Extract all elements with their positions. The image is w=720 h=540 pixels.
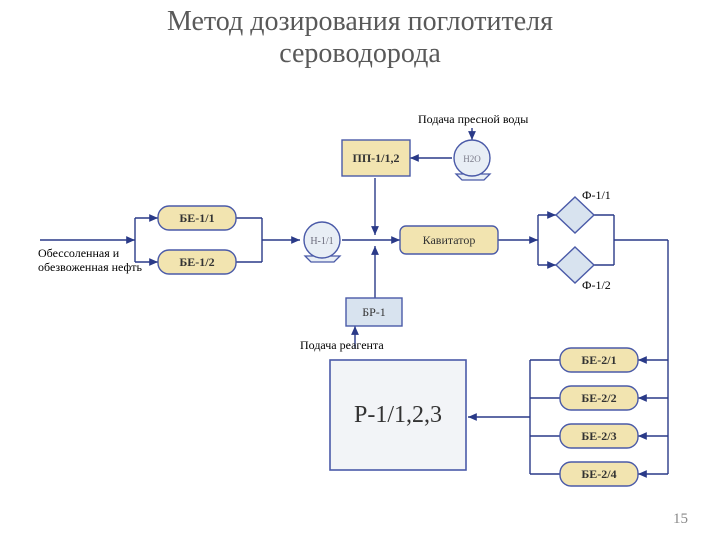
node-be22: БЕ-2/2 — [560, 386, 638, 410]
svg-text:БЕ-1/1: БЕ-1/1 — [179, 211, 214, 225]
node-be23: БЕ-2/3 — [560, 424, 638, 448]
label-feed-oil-2: обезвоженная нефть — [38, 260, 142, 275]
label-f12: Ф-1/2 — [582, 278, 611, 293]
label-feed-oil-1: Обессоленная и — [38, 246, 119, 261]
node-be21: БЕ-2/1 — [560, 348, 638, 372]
node-pump-n11: Н-1/1 — [304, 222, 340, 262]
svg-text:Р-1/1,2,3: Р-1/1,2,3 — [354, 402, 442, 428]
page-number: 15 — [673, 511, 688, 528]
node-be24: БЕ-2/4 — [560, 462, 638, 486]
svg-text:ПП-1/1,2: ПП-1/1,2 — [353, 151, 400, 165]
svg-text:БЕ-2/2: БЕ-2/2 — [581, 391, 616, 405]
node-pp: ПП-1/1,2 — [342, 140, 410, 176]
svg-text:БЕ-2/1: БЕ-2/1 — [581, 353, 616, 367]
node-be11: БЕ-1/1 — [158, 206, 236, 230]
node-pump-h2o: H2O — [454, 140, 490, 180]
svg-text:Кавитатор: Кавитатор — [423, 233, 476, 247]
node-kavitator: Кавитатор — [400, 226, 498, 254]
svg-text:БЕ-2/4: БЕ-2/4 — [581, 467, 616, 481]
node-reservoir-p: Р-1/1,2,3 — [330, 360, 466, 470]
svg-text:БР-1: БР-1 — [362, 305, 386, 319]
svg-text:H2O: H2O — [463, 154, 481, 164]
node-be12: БЕ-1/2 — [158, 250, 236, 274]
svg-text:БЕ-1/2: БЕ-1/2 — [179, 255, 214, 269]
label-f11: Ф-1/1 — [582, 188, 611, 203]
node-br1: БР-1 — [346, 298, 402, 326]
svg-text:Н-1/1: Н-1/1 — [310, 236, 333, 247]
svg-text:БЕ-2/3: БЕ-2/3 — [581, 429, 616, 443]
label-reagent: Подача реагента — [300, 338, 384, 353]
label-fresh-water: Подача пресной воды — [418, 112, 528, 127]
